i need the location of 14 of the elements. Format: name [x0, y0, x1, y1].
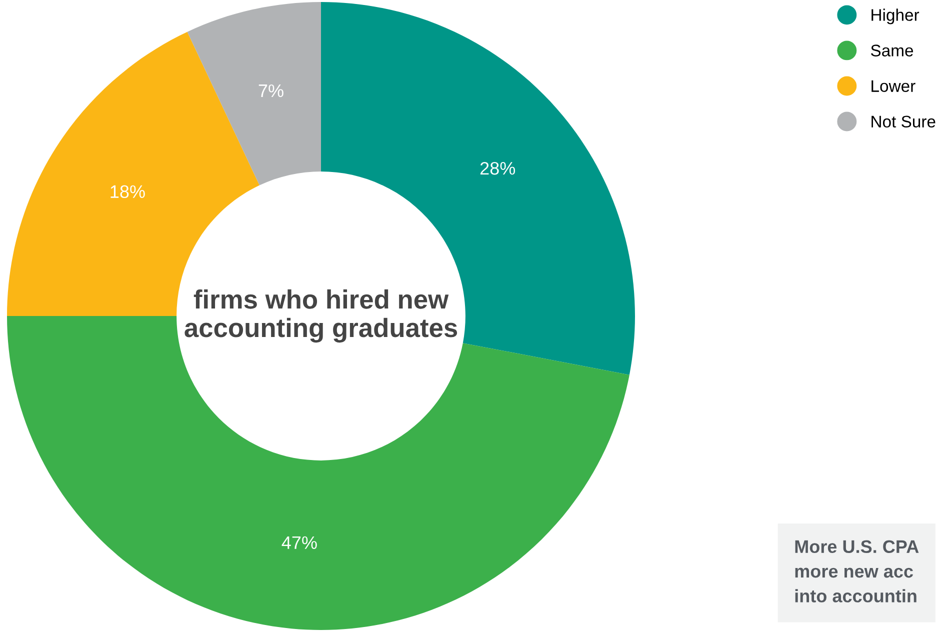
- data-label: 47%: [282, 536, 317, 549]
- data-label: 28%: [480, 162, 516, 175]
- donut-slice: [187, 2, 321, 186]
- donut-slice: [321, 2, 635, 375]
- legend-label: Same: [870, 44, 914, 56]
- legend-label: Lower: [872, 80, 916, 92]
- legend-label: Higher: [872, 8, 920, 24]
- donut-slice: [7, 32, 260, 316]
- text: firms who hired new accounting graduates: [184, 289, 458, 343]
- donut-slice: [7, 316, 630, 630]
- data-label: 18%: [110, 185, 145, 198]
- text: More U.S. CPA more new acc into accountin: [795, 540, 919, 602]
- legend-label: Not Sure: [872, 116, 936, 128]
- data-label: 7%: [258, 84, 284, 98]
